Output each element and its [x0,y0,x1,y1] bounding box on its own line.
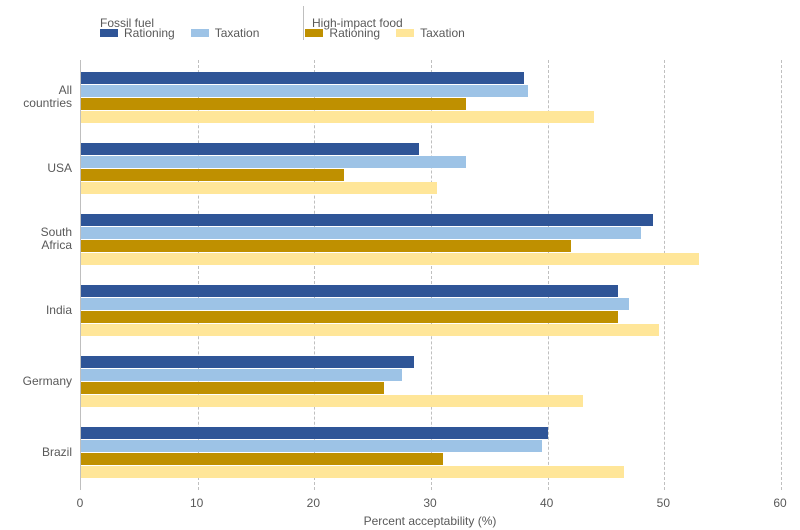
bar-group [81,427,780,478]
x-tick-label: 30 [423,496,436,510]
bar [81,240,571,252]
x-tick-label: 20 [307,496,320,510]
legend-label: Taxation [215,26,260,40]
bar [81,85,528,97]
bar-group [81,356,780,407]
bar [81,214,653,226]
legend-swatch [305,29,323,37]
bar-group [81,285,780,336]
gridline [664,60,665,490]
category-label: Brazil [4,446,72,460]
bar [81,427,548,439]
plot-area [80,60,780,490]
bar [81,356,414,368]
bar-group [81,72,780,123]
bar [81,285,618,297]
bar [81,156,466,168]
x-axis-title: Percent acceptability (%) [364,514,497,528]
x-tick-label: 10 [190,496,203,510]
category-label: SouthAfrica [4,226,72,254]
legend-item: Taxation [396,26,465,40]
legend: Fossil fuelHigh-impact foodRationingTaxa… [100,6,465,40]
gridline [781,60,782,490]
legend-label: Taxation [420,26,465,40]
bar [81,395,583,407]
legend-swatch [100,29,118,37]
bar [81,98,466,110]
x-tick-label: 50 [657,496,670,510]
category-label: USA [4,162,72,176]
bar [81,72,524,84]
category-label: Allcountries [4,84,72,112]
legend-label: Rationing [124,26,175,40]
x-tick-label: 0 [77,496,84,510]
bar [81,182,437,194]
bar [81,311,618,323]
gridline [314,60,315,490]
bar [81,111,594,123]
bar [81,143,419,155]
gridline [431,60,432,490]
bar [81,324,659,336]
legend-swatch [396,29,414,37]
bar [81,227,641,239]
legend-item: Rationing [305,26,380,40]
x-tick-label: 40 [540,496,553,510]
x-tick-label: 60 [773,496,786,510]
legend-label: Rationing [329,26,380,40]
category-label: Germany [4,375,72,389]
chart-container: Fossil fuelHigh-impact foodRationingTaxa… [0,0,800,530]
bar [81,298,629,310]
bar [81,253,699,265]
category-label: India [4,304,72,318]
bar [81,440,542,452]
bar-group [81,214,780,265]
bar [81,382,384,394]
legend-items: Rationing Taxation Rationing Taxation [100,26,465,40]
legend-item: Rationing [100,26,175,40]
gridline [198,60,199,490]
gridline [548,60,549,490]
legend-item: Taxation [191,26,260,40]
bar [81,466,624,478]
legend-swatch [191,29,209,37]
bar [81,369,402,381]
bar-group [81,143,780,194]
bar [81,453,443,465]
bar [81,169,344,181]
